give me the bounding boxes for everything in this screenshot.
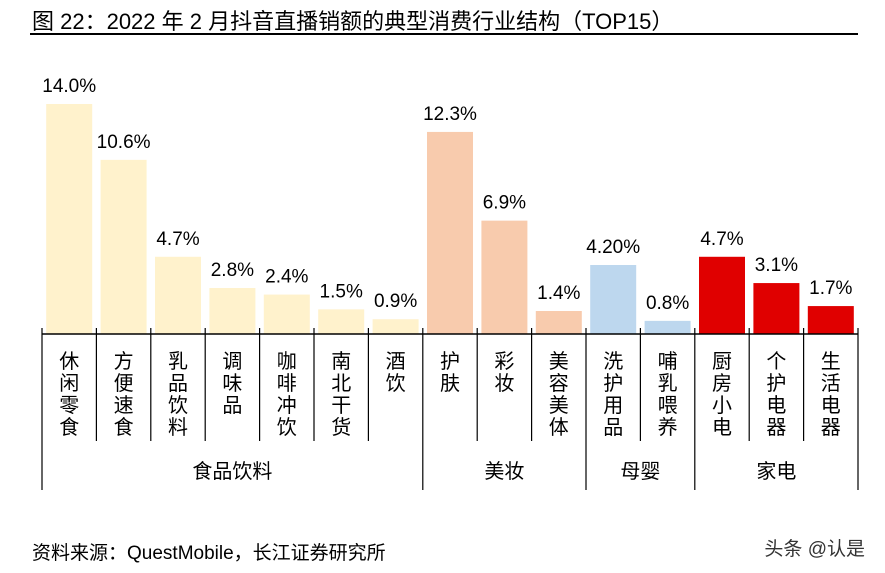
data-label: 1.5% [320, 281, 363, 302]
category-label-char: 货 [331, 416, 351, 439]
category-label-char: 饮 [168, 394, 188, 417]
bar [209, 288, 256, 334]
category-label-char: 品 [168, 373, 188, 395]
category-label-char: 南 [331, 350, 351, 373]
watermark: 头条 @认是 [764, 539, 865, 560]
category-label-char: 酒 [386, 350, 406, 373]
category-label-char: 生 [821, 350, 841, 373]
data-label: 4.7% [700, 229, 743, 250]
category-label-char: 肤 [440, 372, 460, 395]
category-label-char: 护 [603, 372, 623, 395]
data-label: 3.1% [755, 255, 798, 276]
category-label-char: 便 [114, 372, 134, 395]
category-label-char: 乳 [168, 350, 188, 373]
bar [753, 283, 800, 334]
bar [46, 104, 93, 334]
data-label: 4.20% [586, 237, 640, 258]
bar [590, 265, 637, 334]
data-label: 12.3% [423, 104, 477, 125]
category-label-char: 妆 [494, 372, 514, 395]
data-label: 6.9% [483, 193, 526, 214]
group-label: 食品饮料 [192, 460, 272, 483]
category-label-char: 喂 [658, 395, 678, 417]
bar [318, 309, 365, 334]
category-label-char: 个 [766, 350, 786, 373]
bar [644, 320, 691, 334]
category-label-char: 用 [603, 395, 623, 417]
data-label: 0.9% [374, 291, 417, 312]
data-label: 14.0% [42, 76, 96, 97]
category-label-char: 厨 [712, 351, 732, 373]
group-label: 家电 [756, 460, 796, 483]
category-label-char: 方 [114, 350, 134, 373]
source-note: 资料来源：QuestMobile，长江证券研究所 [32, 543, 386, 564]
bar [100, 159, 147, 334]
category-label-char: 食 [114, 416, 134, 439]
category-label-char: 干 [331, 395, 351, 417]
category-label-char: 料 [168, 416, 188, 439]
category-label-char: 小 [712, 394, 732, 417]
category-label-char: 啡 [277, 372, 297, 395]
category-label-char: 速 [114, 394, 134, 417]
data-label: 2.4% [265, 267, 308, 288]
data-label: 1.7% [809, 278, 852, 299]
category-label-char: 调 [222, 350, 242, 373]
category-label-char: 电 [712, 416, 732, 439]
category-label-char: 咖 [277, 350, 297, 373]
category-label-char: 美 [549, 394, 569, 417]
data-label: 2.8% [211, 260, 254, 281]
category-label-char: 北 [331, 372, 351, 395]
data-label: 1.4% [537, 283, 580, 304]
bar [372, 319, 419, 334]
bar [535, 311, 582, 334]
category-label-char: 美 [549, 350, 569, 373]
bar [807, 306, 854, 334]
group-label: 母婴 [620, 461, 660, 483]
data-label: 0.8% [646, 293, 689, 314]
category-label-char: 冲 [277, 394, 297, 417]
category-label-char: 电 [766, 394, 786, 417]
category-label-char: 零 [59, 395, 79, 417]
bar [263, 294, 310, 334]
category-label-char: 房 [712, 372, 732, 395]
category-label-char: 护 [440, 350, 460, 373]
group-label: 美妆 [484, 460, 524, 483]
bar [427, 131, 473, 334]
category-label-char: 味 [222, 372, 242, 395]
category-label-char: 容 [549, 372, 569, 395]
bar [155, 256, 201, 334]
category-label-char: 体 [549, 416, 569, 439]
category-label-char: 器 [821, 417, 841, 439]
category-label-char: 饮 [277, 416, 297, 439]
data-label: 4.7% [156, 229, 199, 250]
title-divider [30, 33, 858, 35]
category-label-char: 护 [766, 372, 786, 395]
category-label-char: 品 [222, 395, 242, 417]
category-label-char: 饮 [386, 372, 406, 395]
category-label-char: 品 [603, 417, 623, 439]
chart-title: 图 22：2022 年 2 月抖音直播销额的典型消费行业结构（TOP15） [32, 9, 674, 34]
category-label-char: 乳 [658, 372, 678, 395]
category-label-char: 养 [658, 416, 678, 439]
category-label-char: 电 [821, 394, 841, 417]
category-label-char: 食 [59, 416, 79, 439]
bar [699, 256, 745, 334]
category-label-char: 洗 [603, 350, 623, 373]
data-label: 10.6% [97, 132, 151, 153]
category-label-char: 休 [59, 350, 79, 373]
category-label-char: 器 [766, 417, 786, 439]
category-label-char: 彩 [494, 350, 514, 373]
category-label-char: 闲 [59, 372, 79, 395]
category-label-char: 哺 [658, 350, 678, 373]
category-label-char: 活 [821, 372, 841, 395]
bar [481, 220, 528, 334]
